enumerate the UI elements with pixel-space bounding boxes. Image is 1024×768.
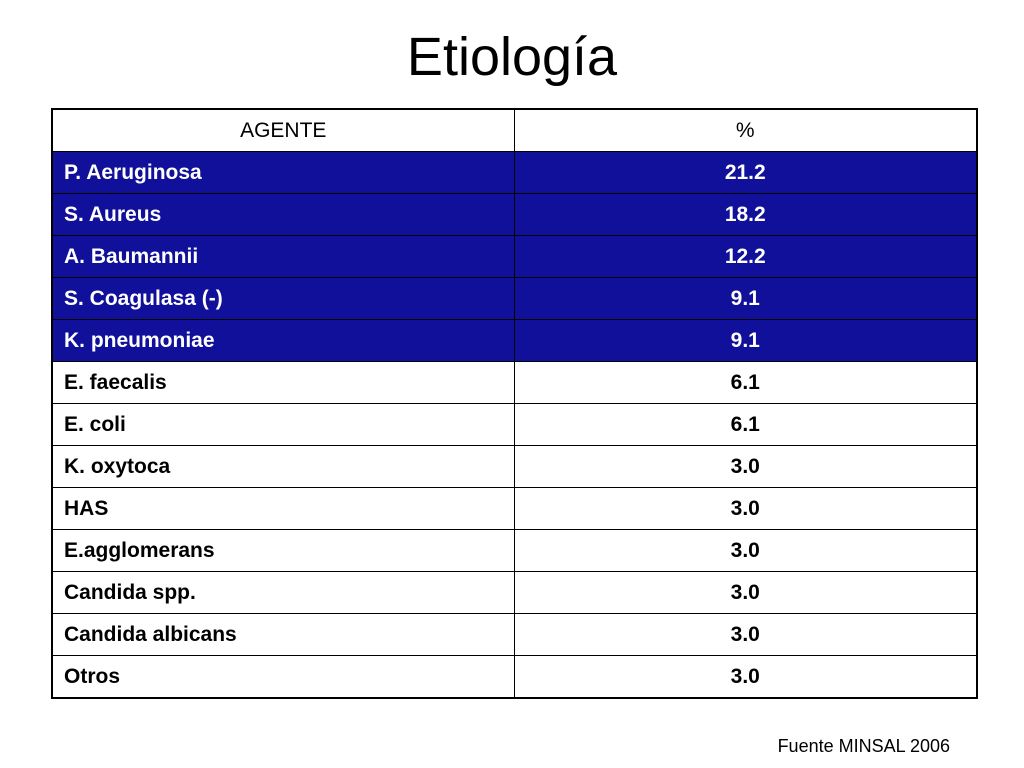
percent-cell: 18.2 xyxy=(513,193,978,236)
slide-title: Etiología xyxy=(406,27,618,87)
agent-cell: P. Aeruginosa xyxy=(51,151,515,194)
table-header-row: AGENTE % xyxy=(51,108,978,152)
table-row: A. Baumannii 12.2 xyxy=(51,235,978,278)
table-row: K. pneumoniae 9.1 xyxy=(51,319,978,362)
agent-cell: S. Coagulasa (-) xyxy=(51,277,515,320)
agent-cell: Candida spp. xyxy=(51,571,515,614)
percent-cell: 3.0 xyxy=(513,571,978,614)
header-percent: % xyxy=(513,108,978,152)
table-row: E. coli 6.1 xyxy=(51,403,978,446)
percent-cell: 3.0 xyxy=(513,655,978,699)
percent-cell: 6.1 xyxy=(513,403,978,446)
table-row: S. Coagulasa (-) 9.1 xyxy=(51,277,978,320)
table-row: Candida spp. 3.0 xyxy=(51,571,978,614)
percent-cell: 3.0 xyxy=(513,613,978,656)
agent-cell: K. oxytoca xyxy=(51,445,515,488)
percent-cell: 3.0 xyxy=(513,487,978,530)
table-row: Candida albicans 3.0 xyxy=(51,613,978,656)
percent-cell: 12.2 xyxy=(513,235,978,278)
agent-cell: HAS xyxy=(51,487,515,530)
agent-cell: E. coli xyxy=(51,403,515,446)
agent-cell: Otros xyxy=(51,655,515,699)
percent-cell: 6.1 xyxy=(513,361,978,404)
etiology-table: AGENTE % P. Aeruginosa 21.2 S. Aureus 18.2 A… xyxy=(51,108,978,699)
percent-cell: 9.1 xyxy=(513,319,978,362)
table-row: Otros 3.0 xyxy=(51,655,978,699)
etiology-table-container: AGENTE % P. Aeruginosa 21.2 S. Aureus 18.2 A… xyxy=(51,108,978,699)
percent-cell: 21.2 xyxy=(513,151,978,194)
table-body: P. Aeruginosa 21.2 S. Aureus 18.2 A. Baumann… xyxy=(51,151,978,699)
table-row: E. faecalis 6.1 xyxy=(51,361,978,404)
table-row: HAS 3.0 xyxy=(51,487,978,530)
table-row: E.agglomerans 3.0 xyxy=(51,529,978,572)
percent-cell: 3.0 xyxy=(513,529,978,572)
header-agent: AGENTE xyxy=(51,108,515,152)
table-row: K. oxytoca 3.0 xyxy=(51,445,978,488)
table-row: S. Aureus 18.2 xyxy=(51,193,978,236)
agent-cell: A. Baumannii xyxy=(51,235,515,278)
source-note: Fuente MINSAL 2006 xyxy=(777,736,950,756)
percent-cell: 3.0 xyxy=(513,445,978,488)
agent-cell: Candida albicans xyxy=(51,613,515,656)
agent-cell: K. pneumoniae xyxy=(51,319,515,362)
agent-cell: S. Aureus xyxy=(51,193,515,236)
table-row: P. Aeruginosa 21.2 xyxy=(51,151,978,194)
agent-cell: E.agglomerans xyxy=(51,529,515,572)
agent-cell: E. faecalis xyxy=(51,361,515,404)
percent-cell: 9.1 xyxy=(513,277,978,320)
